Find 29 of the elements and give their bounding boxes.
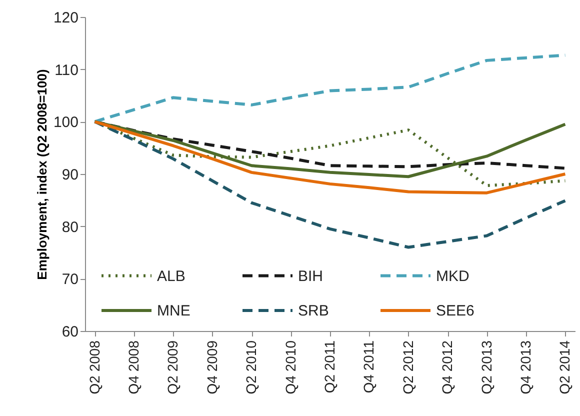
y-tick-label: 80 [62, 218, 78, 236]
x-tick-label: Q4 2010 [282, 340, 298, 394]
y-tick-label: 70 [62, 271, 78, 288]
legend-label: BIH [298, 268, 324, 285]
x-tick-label: Q4 2008 [126, 340, 142, 394]
legend-label: SRB [298, 302, 329, 320]
legend-label: MKD [436, 268, 470, 285]
y-tick-label: 120 [53, 10, 78, 26]
x-tick-label: Q2 2010 [243, 340, 260, 394]
x-tick-label: Q4 2009 [204, 340, 220, 394]
x-tick-label: Q2 2009 [164, 340, 181, 394]
legend-label: MNE [157, 302, 190, 320]
y-tick-label: 90 [62, 166, 78, 184]
x-tick-label: Q2 2013 [478, 340, 494, 394]
x-tick-label: Q4 2013 [518, 340, 534, 394]
y-tick-label: 110 [54, 62, 78, 79]
x-tick-label: Q2 2011 [322, 340, 338, 394]
x-tick-label: Q2 2014 [556, 340, 573, 394]
line-series [93, 120, 567, 249]
x-tick-label: Q2 2008 [86, 340, 102, 394]
legend-label: SEE6 [436, 302, 474, 320]
y-axis-title: Employment, index (Q2 2008=100) [34, 69, 50, 280]
x-tick-label: Q2 2012 [400, 340, 416, 394]
x-tick-label: Q4 2012 [439, 340, 456, 394]
y-tick-label: 60 [62, 324, 78, 340]
line-series [93, 54, 567, 124]
x-tick-label: Q4 2011 [360, 340, 377, 394]
legend-label: ALB [157, 268, 186, 285]
y-tick-label: 100 [53, 114, 78, 132]
